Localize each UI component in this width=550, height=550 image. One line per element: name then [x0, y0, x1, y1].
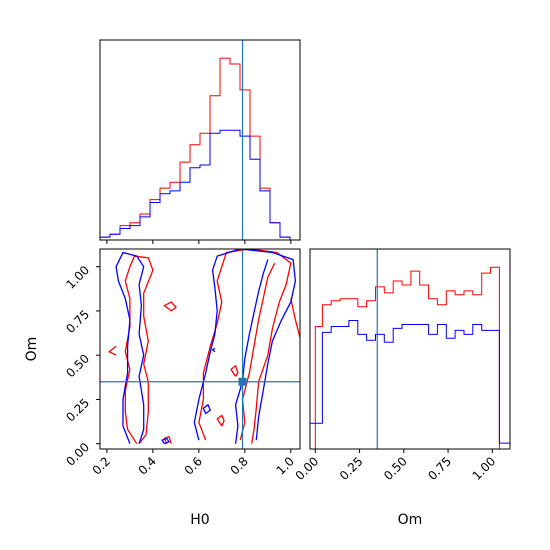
- om-tick-label-1: 0.25: [63, 396, 92, 425]
- contour-0-2: [163, 301, 177, 312]
- contour-1-2: [234, 259, 269, 444]
- om-hist-series-1: [309, 320, 511, 449]
- contour-1-5: [202, 403, 212, 415]
- om-tick-label-4: 1.00: [63, 263, 92, 292]
- om-hist-series-0: [310, 266, 510, 450]
- joint-frame: [99, 248, 301, 450]
- h0-hist-series-1: [99, 129, 300, 241]
- h0-marginal-ticks: [106, 240, 292, 244]
- om-x-tick-label-2: 0.50: [381, 454, 410, 483]
- om-x-ticks: 0.00 0.25 0.50 0.75 1.00: [293, 449, 499, 483]
- contour-0-7: [230, 364, 239, 377]
- contour-1-1: [193, 249, 297, 441]
- om-marginal-panel: 0.00 0.25 0.50 0.75 1.00 Om: [293, 248, 511, 528]
- contour-1-0: [115, 251, 145, 444]
- om-x-tick-label-1: 0.25: [337, 454, 366, 483]
- om-tick-label-2: 0.50: [63, 351, 92, 380]
- h0-tick-label-0: 0.2: [90, 454, 113, 477]
- contour-1-4: [211, 347, 216, 353]
- joint-panel: 0.2 0.4 0.6 0.8 1.0 0.000.250.500.751.00 H0 …: [24, 248, 301, 528]
- joint-y-ticks: 0.00 0.25 0.50 0.75 1.00: [63, 263, 100, 469]
- contour-0-8: [290, 298, 300, 338]
- om-marginal-frame: [309, 248, 511, 450]
- h0-axis-label: H0: [190, 512, 209, 528]
- h0-tick-label-2: 0.6: [182, 454, 205, 477]
- contour-0-5: [239, 262, 276, 441]
- om-y-axis-label: Om: [24, 337, 40, 362]
- truth-marker: [238, 377, 247, 386]
- h0-tick-label-1: 0.4: [136, 454, 159, 477]
- om-histogram: [309, 266, 511, 450]
- contour-0-4: [198, 249, 292, 444]
- h0-marginal-panel: [99, 39, 301, 244]
- h0-tick-label-3: 0.8: [228, 454, 251, 477]
- h0-histogram: [99, 57, 300, 241]
- om-x-tick-label-0: 0.00: [293, 454, 322, 483]
- om-x-tick-label-3: 0.75: [425, 454, 454, 483]
- om-axis-label: Om: [398, 512, 423, 528]
- om-tick-label-0: 0.00: [63, 440, 92, 469]
- contour-1-3: [161, 437, 170, 445]
- contour-0-3: [163, 435, 172, 444]
- contour-0-1: [107, 345, 117, 356]
- om-tick-label-3: 0.75: [63, 307, 92, 336]
- contour-lines: [107, 249, 300, 445]
- h0-hist-series-0: [99, 57, 300, 241]
- om-x-tick-label-4: 1.00: [470, 454, 499, 483]
- joint-x-ticks: 0.2 0.4 0.6 0.8 1.0: [90, 449, 297, 478]
- contour-0-6: [216, 414, 225, 427]
- joint-contours: [107, 249, 300, 445]
- h0-marginal-frame: [99, 39, 301, 241]
